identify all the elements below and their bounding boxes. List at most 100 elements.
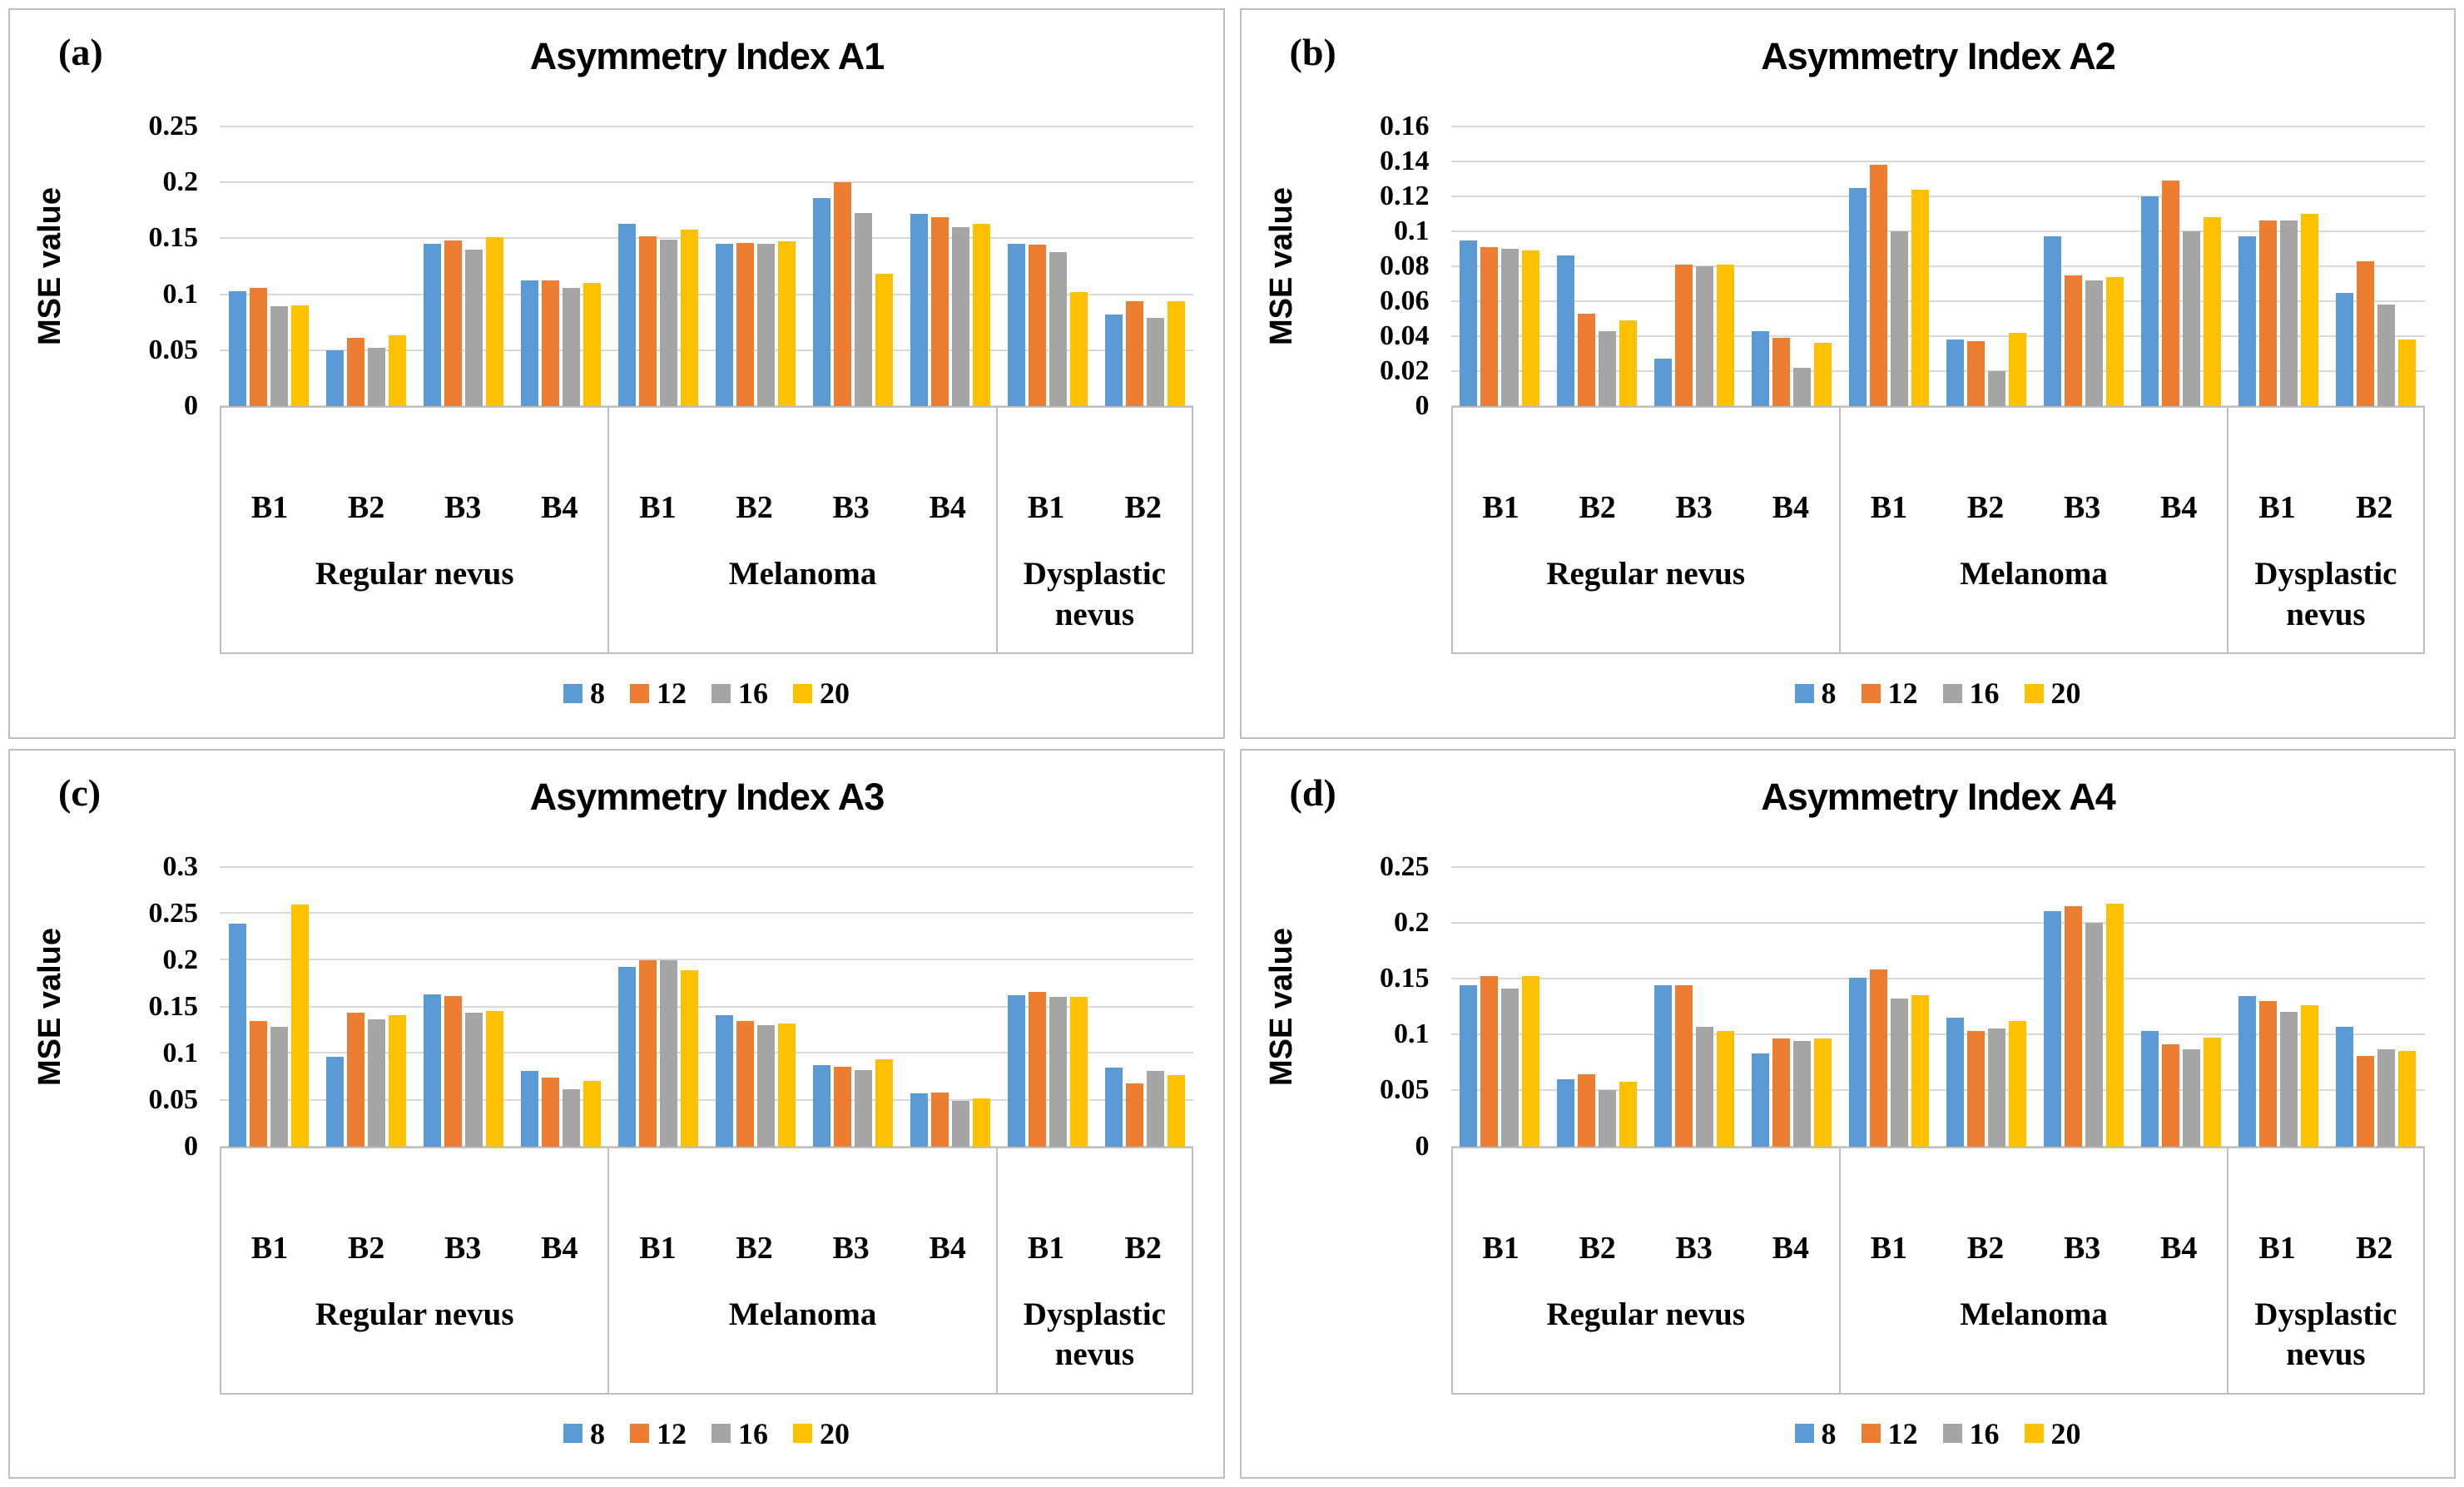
subcategory-label: B1: [1482, 1230, 1520, 1266]
bar-group-B4: [512, 126, 609, 406]
subcategory-row: B1 B2 B3 B4: [609, 408, 995, 549]
category-group: B1 B2 Dysplastic nevus: [2229, 408, 2422, 652]
bar-20: [1069, 997, 1088, 1147]
bar-12: [2162, 1044, 2179, 1147]
gridline: [220, 1005, 1193, 1008]
gridline: [220, 181, 1193, 184]
y-tick-label: 0.1: [1394, 216, 1430, 246]
subcategory-label: B1: [1870, 1230, 1908, 1266]
y-tick-label: 0.25: [148, 111, 199, 141]
bar-20: [1717, 1031, 1734, 1147]
bar-20: [2301, 214, 2318, 406]
bar-8: [1007, 244, 1025, 406]
legend-label: 16: [1969, 677, 2000, 710]
bar-16: [464, 249, 483, 406]
bar-16: [2280, 1012, 2298, 1147]
subcategory-label: B4: [541, 490, 578, 525]
y-tick-label: 0.15: [148, 990, 199, 1022]
bar-12: [2357, 260, 2374, 406]
bar-8: [1752, 330, 1769, 406]
bar-12: [1578, 1074, 1595, 1147]
bar-8: [910, 1093, 928, 1147]
legend-label: 16: [738, 677, 768, 710]
bar-20: [680, 229, 698, 406]
bar-group-B4: [1743, 126, 1841, 406]
bar-group-B4: [1743, 867, 1841, 1147]
bar-20: [875, 1059, 893, 1147]
bar-8: [520, 280, 538, 406]
bar-16: [1146, 1070, 1164, 1147]
bar-12: [1125, 1083, 1143, 1147]
bar-20: [290, 905, 309, 1147]
gridline: [1450, 265, 2425, 267]
chart-panel-a: (a) Asymmetry Index A1 MSE value 0.25 0.2…: [8, 8, 1225, 739]
bar-20: [388, 1014, 406, 1147]
bar-8: [325, 1056, 344, 1147]
y-tick-label: 0.05: [148, 1083, 199, 1115]
y-axis-ticks: 0.3 0.25 0.2 0.15 0.1 0.05 0: [77, 851, 210, 1162]
bar-8: [228, 923, 246, 1147]
bar-group-B1: [220, 867, 317, 1147]
bar-group-B3: [414, 867, 512, 1147]
gridline: [1450, 921, 2425, 924]
y-tick-label: 0.2: [162, 944, 199, 975]
subcategory-label: B2: [736, 1230, 773, 1266]
plot-area: [1450, 865, 2425, 1147]
category-axis: B1 B2 B3 B4 Regular nevus B1 B2 B3 B4 Melanoma B1 B…: [1450, 406, 2425, 654]
bar-16: [659, 959, 677, 1147]
bar-8: [2141, 1031, 2159, 1147]
gridline: [1450, 1033, 2425, 1036]
y-tick-label: 0.05: [1380, 1074, 1430, 1106]
legend-swatch: [2024, 1424, 2044, 1443]
bar-12: [444, 240, 462, 406]
legend-label: 20: [820, 677, 850, 710]
bar-group-B2: [1938, 126, 2035, 406]
bar-20: [583, 283, 601, 406]
y-axis-ticks: 0.16 0.14 0.12 0.1 0.08 0.06 0.04 0.02 0: [1308, 111, 1441, 421]
gridline: [220, 126, 1193, 127]
y-axis-ticks: 0.25 0.2 0.15 0.1 0.05 0: [1308, 851, 1441, 1162]
legend-label: 12: [657, 1416, 687, 1450]
bar-group-B2: [706, 126, 804, 406]
bar-8: [1946, 340, 1964, 406]
bar-group-B4: [2133, 126, 2230, 406]
bar-12: [346, 338, 364, 406]
group-label: Dysplastic nevus: [1023, 1296, 1166, 1373]
bar-12: [736, 1021, 754, 1147]
bar-20: [2106, 903, 2124, 1147]
gridline: [220, 1052, 1193, 1054]
chart-panel-c: (c) Asymmetry Index A3 MSE value 0.3 0.25…: [8, 748, 1225, 1479]
subcategory-label: B4: [1772, 1230, 1809, 1266]
bar-20: [388, 335, 406, 406]
y-tick-label: 0.14: [1380, 146, 1430, 176]
bar-16: [756, 1024, 775, 1147]
subcategory-label: B2: [347, 490, 385, 525]
bar-20: [1814, 1038, 1832, 1147]
subcategory-label: B2: [736, 490, 773, 525]
bar-12: [346, 1013, 364, 1147]
bar-group-B2: [2328, 126, 2425, 406]
bar-16: [562, 287, 580, 406]
bar-16: [1501, 249, 1519, 406]
group-label: Melanoma: [728, 1296, 877, 1332]
bar-12: [1772, 338, 1790, 406]
legend-swatch: [1942, 683, 1962, 703]
bar-group-B3: [1646, 867, 1743, 1147]
bar-12: [930, 216, 949, 406]
bar-12: [833, 182, 851, 406]
y-axis-label: MSE value: [1263, 186, 1298, 346]
subcategory-label: B2: [2355, 490, 2393, 525]
subcategory-label: B1: [639, 490, 677, 525]
legend-swatch: [793, 1424, 812, 1443]
category-group: B1 B2 B3 B4 Melanoma: [609, 1147, 998, 1393]
category-group: B1 B2 Dysplastic nevus: [998, 408, 1192, 652]
bar-8: [1752, 1053, 1769, 1147]
legend-item: 12: [630, 676, 687, 711]
bar-group-B1: [1841, 126, 1938, 406]
bar-16: [464, 1013, 483, 1147]
y-tick-label: 0.06: [1380, 285, 1430, 316]
bar-slots: [1451, 126, 2425, 406]
subcategory-row: B1 B2 B3 B4: [1841, 408, 2227, 549]
category-group: B1 B2 Dysplastic nevus: [998, 1148, 1192, 1393]
legend-label: 16: [1969, 1416, 2000, 1450]
